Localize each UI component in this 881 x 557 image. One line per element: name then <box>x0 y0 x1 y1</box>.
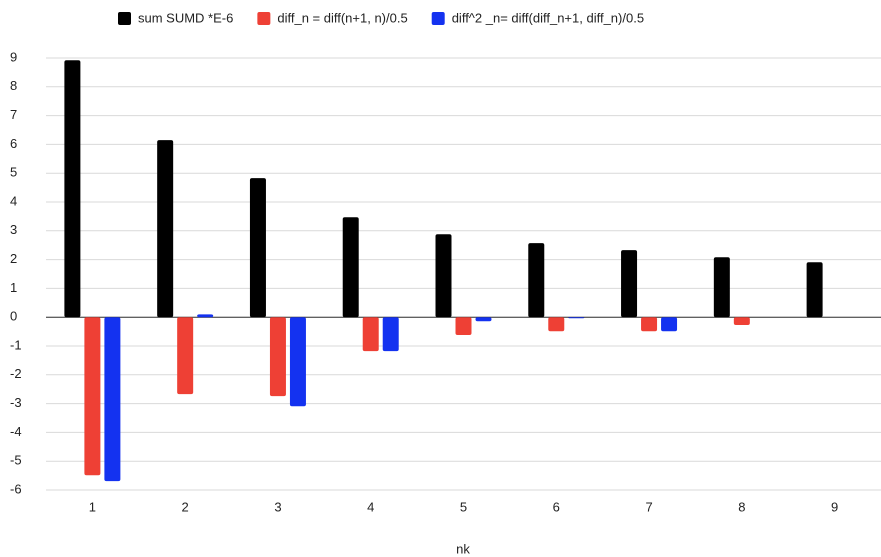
bar <box>249 178 266 318</box>
bar <box>455 317 472 336</box>
x-tick-label: 6 <box>553 499 560 514</box>
x-axis-title: nk <box>456 541 470 556</box>
y-tick-label: 3 <box>10 222 17 237</box>
y-tick-label: 5 <box>10 165 17 180</box>
x-tick-label: 5 <box>460 499 467 514</box>
bar <box>84 317 101 476</box>
bar <box>475 317 492 322</box>
x-tick-label: 8 <box>738 499 745 514</box>
bar <box>362 317 379 352</box>
bar <box>713 257 730 318</box>
y-tick-label: -4 <box>10 424 22 439</box>
y-tick-label: 2 <box>10 251 17 266</box>
legend-swatch <box>431 12 445 25</box>
y-tick-label: -5 <box>10 453 22 468</box>
y-tick-label: 0 <box>10 309 17 324</box>
y-tick-label: 6 <box>10 136 17 151</box>
bar <box>104 317 121 482</box>
x-tick-label: 1 <box>89 499 96 514</box>
bar <box>661 317 678 332</box>
y-tick-label: 8 <box>10 78 17 93</box>
legend-swatch <box>257 12 271 25</box>
x-tick-label: 4 <box>367 499 374 514</box>
y-tick-label: -6 <box>10 481 22 496</box>
x-tick-label: 9 <box>831 499 838 514</box>
y-tick-label: 7 <box>10 107 17 122</box>
bar <box>342 217 359 318</box>
bar <box>641 317 658 332</box>
y-tick-label: -3 <box>10 395 22 410</box>
bar <box>382 317 399 352</box>
bar <box>157 140 174 318</box>
bar <box>64 60 81 318</box>
x-tick-label: 7 <box>645 499 652 514</box>
legend-swatch <box>118 12 131 25</box>
bar <box>289 317 306 407</box>
legend-label: diff_n = diff(n+1, n)/0.5 <box>277 10 407 25</box>
bar <box>435 234 452 318</box>
legend-label: sum SUMD *E-6 <box>138 10 233 25</box>
bar <box>568 317 585 319</box>
x-tick-label: 2 <box>182 499 189 514</box>
bar <box>177 317 194 395</box>
legend-label: diff^2 _n= diff(diff_n+1, diff_n)/0.5 <box>452 10 644 25</box>
bar <box>197 314 214 318</box>
bar <box>806 262 823 318</box>
bar <box>548 317 565 332</box>
bar <box>621 250 638 318</box>
y-tick-label: 4 <box>10 193 17 208</box>
y-tick-label: -2 <box>10 366 22 381</box>
bar <box>269 317 286 397</box>
y-tick-label: 1 <box>10 280 17 295</box>
bar <box>528 243 545 318</box>
y-tick-label: -1 <box>10 337 22 352</box>
bar <box>733 317 750 325</box>
y-tick-label: 9 <box>10 49 17 64</box>
x-tick-label: 3 <box>274 499 281 514</box>
